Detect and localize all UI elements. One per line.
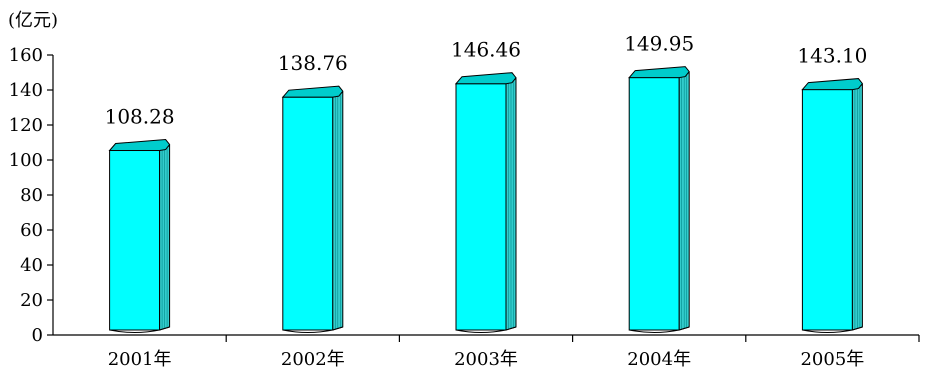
labels: 108.28 2001年 138.76 2002年 146.46 2003年 149.95 2… bbox=[105, 32, 868, 368]
bar-top-cap bbox=[801, 78, 864, 91]
y-tick-label: 20 bbox=[20, 290, 43, 311]
bar-front bbox=[628, 77, 680, 331]
y-axis-unit-label: (亿元) bbox=[8, 10, 58, 31]
data-label: 108.28 bbox=[105, 105, 175, 129]
bar-bottom-edge bbox=[802, 326, 863, 333]
axes: 0 20 40 60 80 100 120 140 160 bbox=[9, 45, 920, 346]
bar-front bbox=[801, 89, 853, 331]
bar-2003年 bbox=[454, 72, 517, 333]
x-category-label: 2001年 bbox=[108, 349, 172, 368]
bars bbox=[108, 66, 864, 333]
bar-front bbox=[455, 83, 507, 331]
y-tick-label: 100 bbox=[9, 150, 43, 171]
bar-bottom-edge bbox=[455, 326, 517, 333]
bar-top-cap bbox=[628, 66, 690, 79]
y-tick-label: 60 bbox=[20, 220, 43, 241]
x-category-label: 2005年 bbox=[800, 349, 864, 368]
bar-top-cap bbox=[454, 72, 517, 85]
bar-bottom-edge bbox=[629, 326, 690, 333]
y-tick-label: 120 bbox=[9, 115, 43, 136]
y-tick-label: 140 bbox=[9, 80, 43, 101]
y-tick-label: 80 bbox=[20, 185, 43, 206]
data-label: 146.46 bbox=[451, 38, 521, 62]
bar-bottom-edge bbox=[109, 326, 170, 333]
y-tick-label: 160 bbox=[9, 45, 43, 66]
bar-2005年 bbox=[801, 78, 864, 333]
data-label: 138.76 bbox=[278, 51, 348, 75]
bar-top-cap bbox=[281, 85, 344, 98]
bar-2004年 bbox=[628, 66, 690, 333]
bar-2002年 bbox=[281, 85, 344, 333]
bar-2001年 bbox=[108, 138, 171, 333]
bar-top-cap bbox=[108, 138, 171, 152]
data-label: 143.10 bbox=[797, 44, 867, 68]
x-category-label: 2004年 bbox=[627, 349, 691, 368]
x-category-label: 2002年 bbox=[281, 349, 345, 368]
x-category-label: 2003年 bbox=[454, 349, 518, 368]
bar-front bbox=[109, 150, 161, 331]
data-label: 149.95 bbox=[624, 32, 694, 56]
bar-front bbox=[282, 96, 334, 331]
y-tick-label: 0 bbox=[32, 325, 43, 346]
bar-bottom-edge bbox=[282, 326, 343, 333]
y-tick-label: 40 bbox=[20, 255, 43, 276]
